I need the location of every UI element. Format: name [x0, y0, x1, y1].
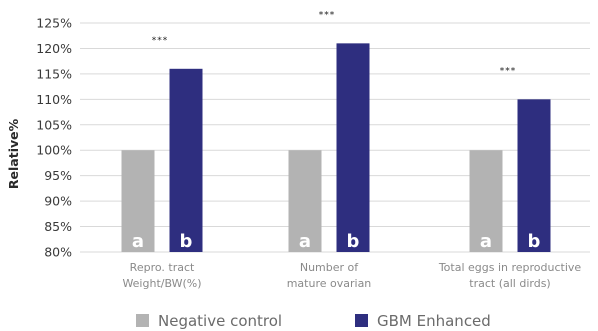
- bar: [121, 150, 155, 252]
- bar: [517, 99, 551, 252]
- significance-stars: ***: [500, 66, 517, 76]
- legend-label: GBM Enhanced: [377, 312, 491, 330]
- y-tick-label: 85%: [44, 219, 72, 234]
- legend-swatch: [136, 314, 149, 327]
- bar-letter-label: a: [132, 231, 144, 252]
- significance-stars: ***: [152, 36, 169, 46]
- y-tick-label: 95%: [44, 168, 72, 183]
- y-tick-label: 90%: [44, 194, 72, 209]
- category-label: Repro. tract: [130, 261, 195, 274]
- y-tick-label: 120%: [36, 41, 72, 56]
- bar-letter-label: a: [299, 231, 311, 252]
- legend: Negative control GBM Enhanced: [136, 312, 491, 330]
- y-tick-label: 125%: [36, 16, 72, 31]
- bar-letter-label: b: [347, 231, 360, 252]
- y-tick-label: 105%: [36, 117, 72, 132]
- bar: [336, 43, 370, 252]
- y-tick-label: 80%: [44, 245, 72, 260]
- bar: [169, 68, 203, 252]
- gridlines: [80, 22, 590, 253]
- y-tick-label: 110%: [36, 92, 72, 107]
- category-label: mature ovarian: [287, 277, 372, 290]
- y-axis-label: Relative%: [6, 118, 21, 189]
- significance-stars: ***: [319, 10, 336, 20]
- category-labels: Repro. tract Weight/BW(%) Number of mature …: [122, 261, 581, 290]
- category-label: tract (all dirds): [469, 277, 550, 290]
- category-label: Number of: [300, 261, 359, 274]
- y-tick-label: 115%: [36, 66, 72, 81]
- legend-label: Negative control: [158, 312, 282, 330]
- category-label: Total eggs in reproductive: [438, 261, 582, 274]
- bar-letter-label: a: [480, 231, 492, 252]
- bar: [288, 150, 322, 252]
- bar-letter-label: b: [180, 231, 193, 252]
- bar: [469, 150, 503, 252]
- legend-swatch: [355, 314, 368, 327]
- y-tick-label: 100%: [36, 143, 72, 158]
- bars: a b *** a b *** a b ***: [121, 10, 551, 252]
- y-axis-ticks: 80% 85% 90% 95% 100% 105% 110% 115% 120% 125%: [36, 16, 72, 260]
- bar-letter-label: b: [528, 231, 541, 252]
- category-label: Weight/BW(%): [122, 277, 201, 290]
